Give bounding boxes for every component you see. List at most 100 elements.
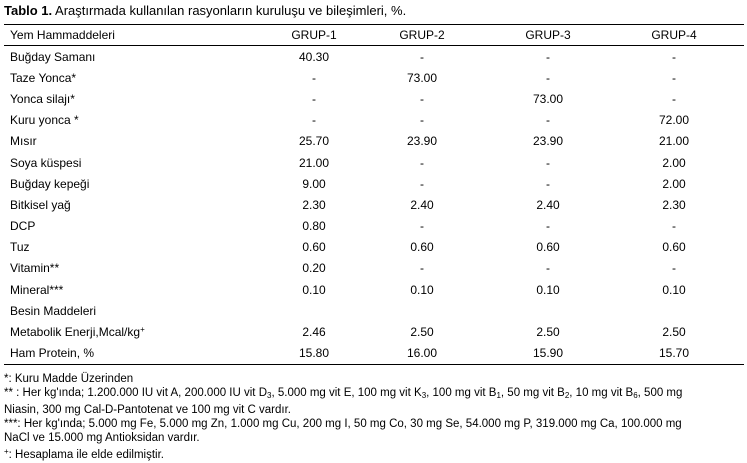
cell-group-1: 2.30 <box>302 197 326 212</box>
row-label-nutrients: Besin Maddeleri <box>10 303 97 318</box>
cell-group-4: 2.00 <box>662 176 686 191</box>
row-label: Metabolik Enerji,Mcal/kg+ <box>10 325 145 339</box>
cell-group-2: - <box>420 155 424 170</box>
table-row: Kuru yonca * - - - 72.00 <box>4 110 744 131</box>
table-row: Tuz 0.60 0.60 0.60 0.60 <box>4 237 744 258</box>
table-caption-text: Araştırmada kullanılan rasyonların kurul… <box>52 3 407 18</box>
cell-group-4: 0.60 <box>662 240 686 255</box>
cell-group-4: - <box>672 91 676 106</box>
cell-group-3: - <box>546 49 550 64</box>
header-group-1: GRUP-1 <box>291 28 337 42</box>
cell-group-2: 16.00 <box>406 346 438 361</box>
cell-group-2: - <box>420 219 424 234</box>
cell-group-1: 0.80 <box>302 219 326 234</box>
cell-group-3: - <box>546 261 550 276</box>
cell-group-4: 0.10 <box>662 282 686 297</box>
cell-group-3: 23.90 <box>532 134 564 149</box>
row-label: Taze Yonca* <box>10 70 77 85</box>
cell-group-4: - <box>672 70 676 85</box>
cell-group-1: 0.60 <box>302 240 326 255</box>
cell-group-1: - <box>312 70 316 85</box>
cell-group-2: 2.40 <box>410 197 434 212</box>
cell-group-3: - <box>546 176 550 191</box>
cell-group-4: 72.00 <box>658 113 690 128</box>
cell-group-4: 2.00 <box>662 155 686 170</box>
table-caption: Tablo 1. Araştırmada kullanılan rasyonla… <box>4 3 406 18</box>
table-row: Taze Yonca* - 73.00 - - <box>4 67 744 88</box>
table-caption-label: Tablo 1. <box>4 3 53 18</box>
cell-group-3: - <box>546 155 550 170</box>
row-label: Kuru yonca * <box>10 113 79 128</box>
row-label: Mineral*** <box>10 282 64 297</box>
row-label: Buğday Samanı <box>10 49 96 64</box>
cell-group-4: 2.50 <box>662 325 686 340</box>
table-row: Buğday kepeği 9.00 - - 2.00 <box>4 173 744 194</box>
cell-group-2: 0.60 <box>410 240 434 255</box>
cell-group-2: - <box>420 91 424 106</box>
cell-group-2: 73.00 <box>406 70 438 85</box>
header-feed-ingredients: Yem Hammaddeleri <box>10 28 115 42</box>
cell-group-1: 21.00 <box>298 155 330 170</box>
cell-group-1: 0.20 <box>302 261 326 276</box>
table-header-rule <box>4 45 744 46</box>
table-bottom-rule <box>4 363 744 365</box>
table-row: Buğday Samanı 40.30 - - - <box>4 46 744 67</box>
cell-group-4: - <box>672 219 676 234</box>
cell-group-4: 2.30 <box>662 197 686 212</box>
cell-group-2: 23.90 <box>406 134 438 149</box>
header-group-2: GRUP-2 <box>399 28 445 42</box>
table-row: Metabolik Enerji,Mcal/kg+ 2.46 2.50 2.50… <box>4 321 744 342</box>
cell-group-3: - <box>546 70 550 85</box>
cell-group-2: - <box>420 49 424 64</box>
table-row: Vitamin** 0.20 - - - <box>4 258 744 279</box>
cell-group-1: 15.80 <box>298 346 330 361</box>
cell-group-3: 0.10 <box>536 282 560 297</box>
table-row: Mısır 25.70 23.90 23.90 21.00 <box>4 131 744 152</box>
footnote-mineral: ***: Her kg'ında; 5.000 mg Fe, 5.000 mg … <box>4 418 682 430</box>
cell-group-4: - <box>672 49 676 64</box>
cell-group-1: 40.30 <box>298 49 330 64</box>
cell-group-4: 15.70 <box>658 346 690 361</box>
ration-table: Yem Hammaddeleri GRUP-1 GRUP-2 GRUP-3 GR… <box>4 24 744 365</box>
table-footnotes: *: Kuru Madde Üzerinden ** : Her kg'ında… <box>4 372 744 462</box>
cell-group-1: 9.00 <box>302 176 326 191</box>
row-label: Yonca silajı* <box>10 91 75 106</box>
cell-group-3: 0.60 <box>536 240 560 255</box>
row-label-text: Metabolik Enerji,Mcal/kg <box>10 325 141 340</box>
cell-group-2: - <box>420 261 424 276</box>
row-label: Soya küspesi <box>10 155 82 170</box>
row-label-superscript: + <box>140 325 145 335</box>
cell-group-1: - <box>312 113 316 128</box>
table-row: Ham Protein, % 15.80 16.00 15.90 15.70 <box>4 343 744 364</box>
cell-group-2: 0.10 <box>410 282 434 297</box>
table-row: Bitkisel yağ 2.30 2.40 2.40 2.30 <box>4 194 744 215</box>
cell-group-3: - <box>546 113 550 128</box>
row-label: Mısır <box>10 134 37 149</box>
cell-group-1: - <box>312 91 316 106</box>
header-group-3: GRUP-3 <box>525 28 571 42</box>
table-row: DCP 0.80 - - - <box>4 216 744 237</box>
cell-group-2: 2.50 <box>410 325 434 340</box>
table-row: Yonca silajı* - - 73.00 - <box>4 88 744 109</box>
row-label: Buğday kepeği <box>10 176 90 191</box>
row-label: Tuz <box>10 240 30 255</box>
cell-group-2: - <box>420 113 424 128</box>
cell-group-3: 2.50 <box>536 325 560 340</box>
cell-group-4: - <box>672 261 676 276</box>
table-row: Mineral*** 0.10 0.10 0.10 0.10 <box>4 279 744 300</box>
row-label: DCP <box>10 219 36 234</box>
footnote-mineral-cont: NaCl ve 15.000 mg Antioksidan vardır. <box>4 432 200 444</box>
cell-group-1: 2.46 <box>302 325 326 340</box>
table-top-rule <box>4 24 744 25</box>
footnote-calculated: +: Hesaplama ile elde edilmiştir. <box>4 447 164 461</box>
row-label: Ham Protein, % <box>10 346 95 361</box>
row-label: Bitkisel yağ <box>10 197 71 212</box>
cell-group-4: 21.00 <box>658 134 690 149</box>
cell-group-3: 2.40 <box>536 197 560 212</box>
cell-group-1: 0.10 <box>302 282 326 297</box>
row-label: Vitamin** <box>10 261 60 276</box>
cell-group-3: - <box>546 219 550 234</box>
cell-group-1: 25.70 <box>298 134 330 149</box>
cell-group-3: 73.00 <box>532 91 564 106</box>
cell-group-3: 15.90 <box>532 346 564 361</box>
